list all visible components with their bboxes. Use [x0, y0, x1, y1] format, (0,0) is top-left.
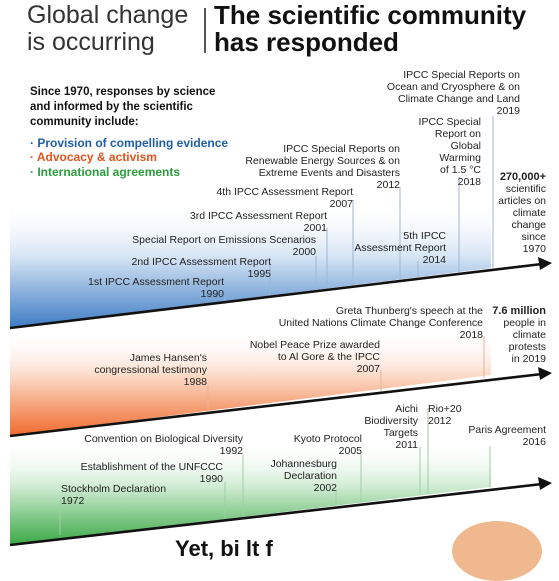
header-right-line-2: has responded	[214, 27, 399, 57]
bottom-heading: Yet, bi lt f	[175, 536, 273, 561]
event-paris: Paris Agreement 2016	[468, 424, 546, 448]
stat-articles-number: 270,000+	[499, 171, 546, 183]
event-cbd: Convention on Biological Diversity 1992	[84, 433, 243, 457]
event-aichi: Aichi Biodiversity Targets 2011	[364, 403, 418, 451]
header-right-line-1: The scientific community	[214, 0, 527, 30]
band2-event-lines	[207, 336, 485, 413]
event-2nd-ipcc: 2nd IPCC Assessment Report 1995	[131, 256, 271, 280]
stat-protests-number: 7.6 million	[492, 305, 546, 317]
event-3rd-ipcc: 3rd IPCC Assessment Report 2001	[189, 210, 327, 234]
event-nobel-prize: Nobel Peace Prize awarded to Al Gore & th…	[249, 339, 380, 375]
stat-protests: 7.6 million people in climate protests in …	[492, 305, 546, 365]
bottom-circle	[452, 521, 542, 581]
band3-event-lines	[59, 408, 491, 535]
event-rio20: Rio+20 2012	[428, 403, 462, 427]
event-4th-ipcc: 4th IPCC Assessment Report 2007	[216, 186, 353, 210]
event-greta-speech: Greta Thunberg's speech at the United Nat…	[278, 305, 483, 341]
header-left-line-1: Global change	[27, 1, 189, 29]
band-evidence	[10, 200, 491, 328]
band-agreements	[10, 440, 491, 545]
intro-text: Since 1970, responses by science and inf…	[30, 85, 215, 130]
band1-event-lines	[224, 116, 494, 304]
event-ipcc-ocean-land: IPCC Special Reports on Ocean and Cryosph…	[386, 69, 520, 117]
legend-agreements: · International agreements	[30, 165, 181, 179]
legend-advocacy: · Advocacy & activism	[30, 150, 157, 164]
event-ipcc-sr15: IPCC Special Report on Global Warming of 1…	[418, 116, 481, 188]
event-ipcc-renewables-extremes: IPCC Special Reports on Renewable Energy …	[245, 143, 400, 191]
event-5th-ipcc: 5th IPCC Assessment Report 2014	[354, 230, 446, 266]
event-hansen-testimony: James Hansen's congressional testimony 19…	[94, 352, 207, 388]
intro-line: and informed by the scientific	[30, 101, 193, 113]
event-stockholm: Stockholm Declaration 1972	[61, 483, 167, 507]
event-unfccc: Establishment of the UNFCCC 1990	[80, 461, 223, 485]
header-left-line-2: is occurring	[27, 28, 155, 56]
intro-line: community include:	[30, 116, 139, 128]
header-left-title: Global change is occurring	[27, 2, 188, 56]
timeline-arrows	[9, 257, 552, 547]
event-johannesburg: Johannesburg Declaration 2002	[270, 458, 337, 494]
stat-articles: 270,000+ scientific articles on climate ch…	[498, 171, 546, 255]
header-divider	[204, 8, 206, 53]
header-right-title: The scientific community has responded	[214, 2, 526, 56]
event-kyoto: Kyoto Protocol 2005	[293, 433, 362, 457]
band-advocacy	[10, 330, 491, 436]
timeline-bands	[9, 116, 552, 547]
legend-evidence: · Provision of compelling evidence	[30, 136, 229, 150]
event-1st-ipcc: 1st IPCC Assessment Report 1990	[88, 276, 224, 300]
event-emissions-scenarios: Special Report on Emissions Scenarios 200…	[132, 234, 316, 258]
intro-line: Since 1970, responses by science	[30, 86, 216, 98]
